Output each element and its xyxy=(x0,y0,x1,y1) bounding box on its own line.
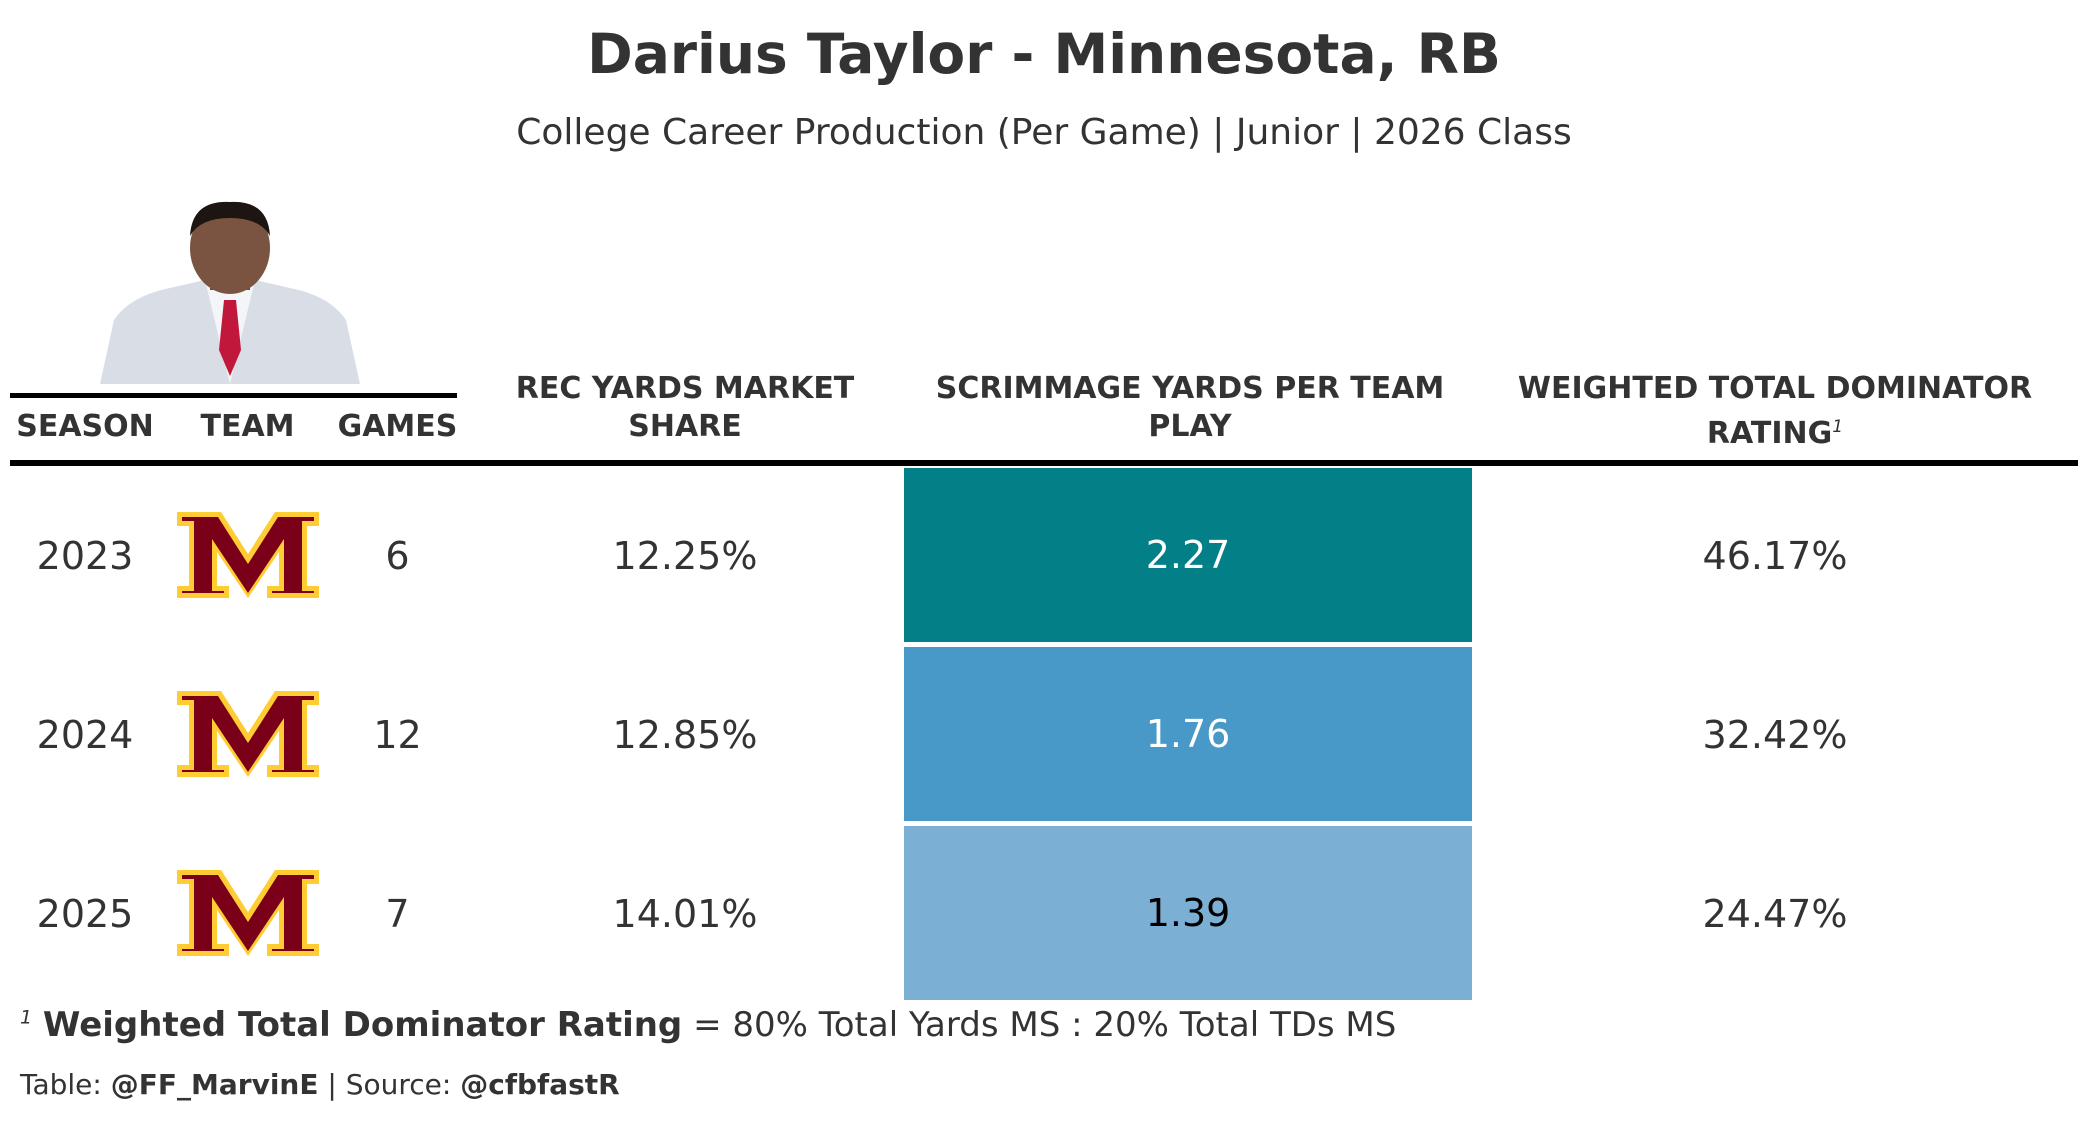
page-subtitle: College Career Production (Per Game) | J… xyxy=(516,112,1572,153)
cell-rec-share: 12.25% xyxy=(612,533,758,578)
player-headshot-icon xyxy=(100,201,360,384)
col-header-dominator: WEIGHTED TOTAL DOMINATOR RATING1 xyxy=(1510,370,2040,453)
col-header-season: SEASON xyxy=(16,409,154,444)
credit-table-author: @FF_MarvinE xyxy=(110,1068,319,1101)
team-logo-icon xyxy=(177,870,319,956)
cell-dominator: 32.42% xyxy=(1702,712,1848,757)
cell-dominator: 46.17% xyxy=(1702,533,1848,578)
heat-cell-scrimmage: 1.76 xyxy=(904,647,1472,821)
col-header-rec-share: REC YARDS MARKET SHARE xyxy=(515,371,855,444)
col-header-scrimmage-line1: SCRIMMAGE YARDS PER TEAM xyxy=(935,371,1445,406)
cell-games: 6 xyxy=(385,533,410,578)
cell-dominator: 24.47% xyxy=(1702,891,1848,936)
col-header-dominator-line1: WEIGHTED TOTAL DOMINATOR xyxy=(1517,371,2033,406)
cell-games: 12 xyxy=(373,712,422,757)
col-header-games: GAMES xyxy=(337,409,458,444)
credit-source-name: @cfbfastR xyxy=(460,1068,620,1101)
credit-table-label: Table: xyxy=(20,1068,111,1101)
footnote: 1 Weighted Total Dominator Rating = 80% … xyxy=(20,1005,1396,1045)
group-rule xyxy=(10,393,457,398)
header-rule xyxy=(10,460,2078,466)
footnote-marker: 1 xyxy=(1832,417,1844,437)
page-title: Darius Taylor - Minnesota, RB xyxy=(587,22,1501,86)
footnote-term: Weighted Total Dominator Rating xyxy=(42,1005,683,1045)
footnote-definition: = 80% Total Yards MS : 20% Total TDs MS xyxy=(682,1005,1397,1045)
cell-games: 7 xyxy=(385,891,410,936)
col-header-scrimmage: SCRIMMAGE YARDS PER TEAM PLAY xyxy=(900,370,1480,446)
heat-cell-scrimmage: 1.39 xyxy=(904,826,1472,1000)
footnote-number: 1 xyxy=(20,1006,33,1029)
col-header-team: TEAM xyxy=(200,409,295,444)
cell-rec-share: 14.01% xyxy=(612,891,758,936)
cell-season: 2023 xyxy=(36,533,134,578)
team-logo-icon xyxy=(177,512,319,598)
credit-source-label: Source: xyxy=(345,1068,461,1101)
cell-rec-share: 12.85% xyxy=(612,712,758,757)
cell-season: 2024 xyxy=(36,712,134,757)
col-header-dominator-line2: RATING xyxy=(1706,416,1833,451)
heat-cell-scrimmage: 2.27 xyxy=(904,468,1472,642)
credit-separator: | xyxy=(318,1068,346,1101)
credit-line: Table: @FF_MarvinE | Source: @cfbfastR xyxy=(20,1068,620,1101)
cell-season: 2025 xyxy=(36,891,134,936)
team-logo-icon xyxy=(177,691,319,777)
col-header-scrimmage-line2: PLAY xyxy=(1148,409,1232,444)
